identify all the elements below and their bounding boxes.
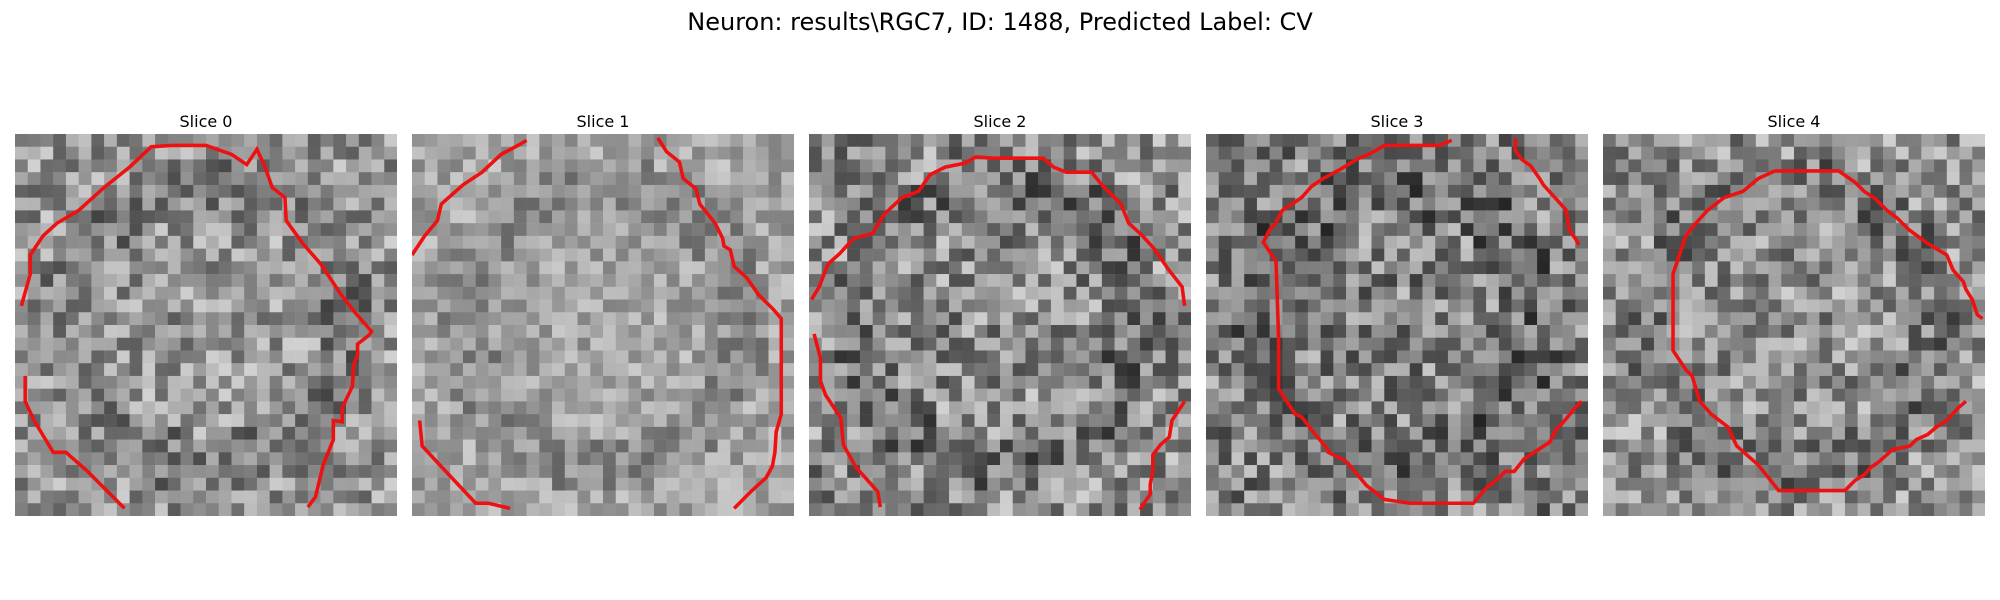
figure-title: Neuron: results\RGC7, ID: 1488, Predicte…: [687, 8, 1313, 36]
slice-panel-1: Slice 1: [412, 110, 794, 516]
slice-image: [1206, 134, 1588, 516]
contour-line: [656, 136, 784, 510]
contour-line: [1513, 137, 1581, 246]
slice-image: [1603, 134, 1985, 516]
contour-line: [1261, 138, 1583, 506]
slice-title: Slice 2: [973, 112, 1027, 131]
slice-panel-2: Slice 2: [809, 110, 1191, 516]
contour-line: [1671, 169, 1968, 493]
slice-panel-3: Slice 3: [1206, 110, 1588, 516]
slice-image: [15, 134, 397, 516]
contour-line: [810, 155, 1187, 307]
slice-image: [412, 134, 794, 516]
contour-line: [19, 143, 374, 509]
slice-image: [809, 134, 1191, 516]
contour-line: [1138, 400, 1187, 511]
slice-title: Slice 3: [1370, 112, 1424, 131]
contour-line: [812, 333, 883, 508]
slice-panel-0: Slice 0: [15, 110, 397, 516]
slice-title: Slice 0: [179, 112, 233, 131]
contour-line: [23, 375, 126, 510]
slice-title: Slice 1: [576, 112, 630, 131]
contour-line: [412, 138, 528, 256]
slice-panel-4: Slice 4: [1603, 110, 1985, 516]
contour-line: [417, 420, 511, 511]
slice-title: Slice 4: [1767, 112, 1821, 131]
contour-line: [1774, 169, 1984, 321]
